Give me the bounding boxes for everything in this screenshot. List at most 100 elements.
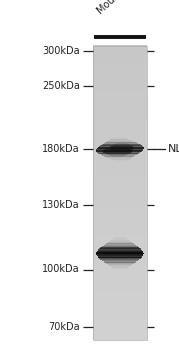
Bar [93, 308, 147, 310]
Bar [93, 211, 147, 213]
Bar [93, 72, 147, 74]
Bar [93, 195, 147, 197]
Bar [93, 213, 147, 215]
Bar [93, 320, 147, 322]
Bar [93, 214, 147, 216]
Bar [99, 258, 141, 259]
Bar [103, 245, 136, 246]
Bar [110, 146, 133, 147]
Bar [93, 97, 147, 98]
Bar [107, 243, 133, 244]
Bar [93, 176, 147, 178]
Bar [93, 300, 147, 301]
Bar [103, 151, 132, 152]
Bar [97, 251, 143, 252]
Bar [112, 159, 130, 160]
Bar [114, 160, 128, 161]
Bar [103, 144, 140, 145]
Bar [93, 189, 147, 191]
Bar [93, 113, 147, 114]
Bar [93, 73, 147, 75]
Bar [93, 305, 147, 307]
Bar [93, 119, 147, 120]
Bar [109, 265, 130, 266]
Bar [93, 242, 147, 244]
Bar [93, 301, 147, 303]
Bar [112, 145, 132, 146]
Bar [103, 150, 132, 151]
Bar [110, 148, 134, 149]
Bar [93, 327, 147, 329]
Bar [93, 192, 147, 194]
Bar [96, 252, 143, 253]
Bar [93, 63, 147, 65]
Bar [93, 302, 147, 304]
Bar [93, 158, 147, 160]
Bar [93, 226, 147, 228]
Bar [107, 148, 128, 149]
Bar [93, 310, 147, 312]
Bar [93, 283, 147, 285]
Bar [93, 114, 147, 116]
Bar [112, 267, 128, 268]
Bar [93, 274, 147, 276]
Bar [93, 108, 147, 110]
Bar [111, 240, 129, 241]
Bar [93, 70, 147, 72]
Bar [109, 241, 130, 242]
Bar [93, 170, 147, 172]
Bar [98, 257, 141, 258]
Bar [93, 180, 147, 182]
Bar [107, 141, 134, 142]
Bar [105, 156, 133, 157]
Bar [100, 259, 139, 260]
Bar [93, 278, 147, 279]
Bar [110, 148, 134, 149]
Bar [107, 141, 134, 142]
Bar [93, 290, 147, 293]
Bar [93, 254, 147, 256]
Bar [93, 51, 147, 53]
Bar [116, 152, 127, 153]
Bar [111, 149, 132, 150]
Bar [114, 237, 126, 238]
Bar [93, 245, 147, 247]
Bar [93, 77, 147, 79]
Bar [118, 142, 126, 143]
Bar [93, 91, 147, 92]
Bar [93, 296, 147, 298]
Bar [108, 242, 131, 243]
Bar [110, 146, 133, 147]
Bar [93, 216, 147, 217]
Bar [103, 152, 131, 153]
Bar [93, 79, 147, 81]
Bar [98, 153, 139, 154]
Bar [105, 153, 130, 154]
Bar [93, 131, 147, 132]
Bar [93, 188, 147, 190]
Bar [93, 256, 147, 257]
Bar [93, 222, 147, 223]
Bar [93, 125, 147, 126]
Bar [103, 261, 136, 262]
Bar [100, 145, 142, 146]
Bar [112, 239, 128, 240]
Bar [93, 282, 147, 284]
Bar [93, 116, 147, 118]
Bar [93, 145, 147, 147]
Bar [103, 150, 132, 151]
Bar [116, 143, 128, 144]
Bar [93, 330, 147, 332]
Bar [93, 322, 147, 323]
Bar [99, 248, 141, 249]
Bar [93, 69, 147, 70]
Bar [93, 338, 147, 340]
Bar [112, 150, 131, 151]
Bar [93, 64, 147, 66]
Bar [114, 269, 126, 270]
Bar [93, 268, 147, 271]
Bar [93, 92, 147, 94]
Text: 70kDa: 70kDa [48, 322, 80, 332]
Bar [93, 260, 147, 261]
Bar [93, 89, 147, 91]
